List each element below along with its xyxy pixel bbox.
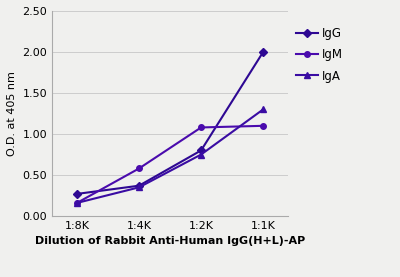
IgG: [74, 192, 79, 196]
IgA: [137, 186, 142, 189]
IgA: [261, 108, 266, 111]
Line: IgG: IgG: [74, 49, 266, 197]
Line: IgM: IgM: [74, 123, 266, 206]
IgM: [199, 126, 204, 129]
Line: IgA: IgA: [74, 107, 266, 206]
IgM: [137, 167, 142, 170]
Legend: IgG, IgM, IgA: IgG, IgM, IgA: [296, 27, 343, 83]
IgA: [74, 201, 79, 205]
IgM: [261, 124, 266, 127]
IgG: [137, 184, 142, 187]
Y-axis label: O.D. at 405 nm: O.D. at 405 nm: [7, 71, 17, 156]
IgM: [74, 201, 79, 205]
IgA: [199, 153, 204, 156]
IgG: [199, 149, 204, 152]
IgG: [261, 50, 266, 54]
X-axis label: Dilution of Rabbit Anti-Human IgG(H+L)-AP: Dilution of Rabbit Anti-Human IgG(H+L)-A…: [35, 237, 305, 247]
